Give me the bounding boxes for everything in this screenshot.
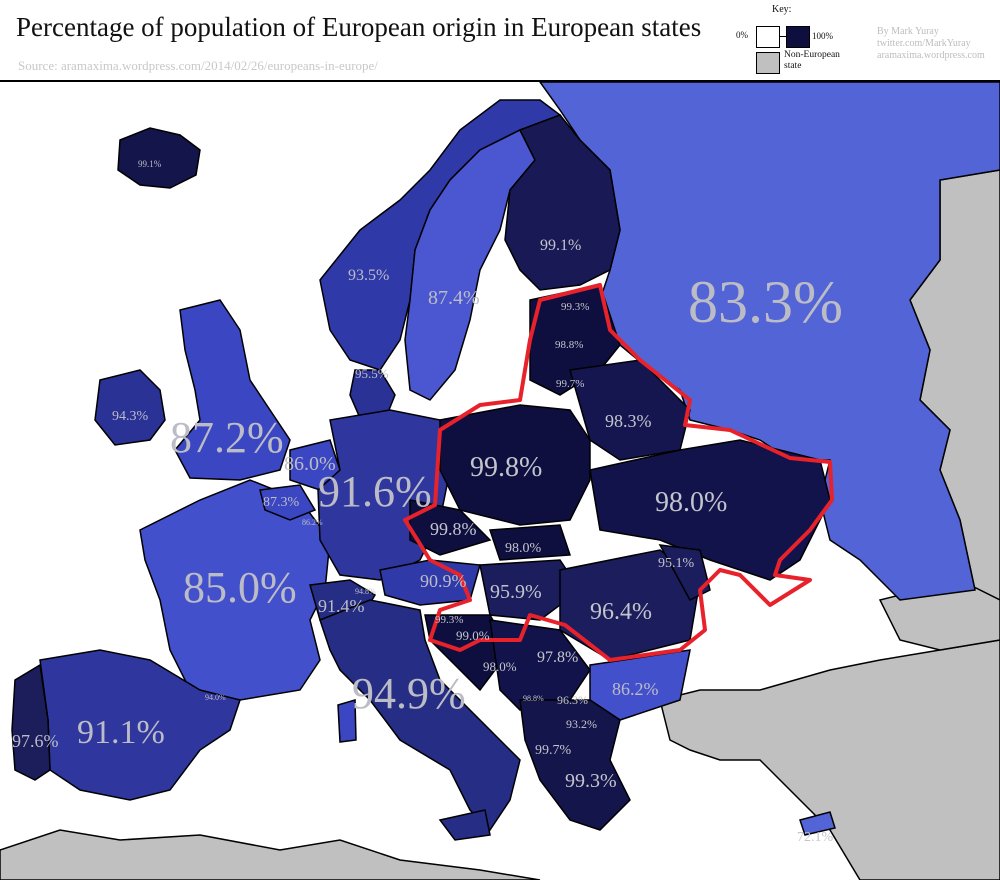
label-uk: 87.2%: [170, 413, 284, 462]
region-north-africa: [0, 829, 541, 880]
legend-min-label: 0%: [736, 30, 748, 40]
region-italy: [319, 599, 521, 832]
region-czechia: [409, 499, 492, 556]
map-canvas: [0, 82, 1000, 880]
label-iceland: 99.1%: [138, 159, 162, 169]
legend-max-label: 100%: [812, 31, 833, 41]
map-title: Percentage of population of European ori…: [16, 12, 702, 42]
label-italy: 94.9%: [352, 669, 466, 718]
legend-min-swatch: [756, 26, 780, 48]
credit-author: By Mark Yuray: [877, 26, 939, 37]
region-ukraine: [589, 439, 831, 581]
label-slovenia: 99.3%: [435, 614, 464, 626]
region-sweden: [404, 128, 536, 401]
label-latvia: 98.8%: [555, 339, 584, 351]
region-france: [139, 479, 331, 701]
label-luxembourg: 86.2%: [302, 518, 323, 527]
region-ireland: [94, 369, 166, 446]
label-moldova: 95.1%: [658, 556, 695, 571]
map-header: Percentage of population of European ori…: [0, 0, 1000, 82]
label-austria: 90.9%: [420, 571, 467, 591]
label-ukraine: 98.0%: [655, 487, 728, 518]
region-turkey: [659, 639, 1000, 880]
label-croatia: 99.0%: [456, 628, 490, 643]
label-belgium: 87.3%: [263, 495, 300, 510]
region-cyprus: [799, 811, 836, 836]
label-serbia: 97.8%: [537, 649, 579, 666]
label-greece: 99.3%: [565, 770, 617, 792]
label-germany: 91.6%: [318, 467, 432, 516]
label-finland: 99.1%: [540, 237, 582, 254]
region-iceland: [117, 127, 201, 189]
label-slovakia: 98.0%: [505, 541, 542, 556]
region-southern-balkans: [519, 699, 631, 831]
highlight-outline: [403, 283, 834, 662]
label-sweden: 87.4%: [428, 287, 480, 309]
label-denmark: 95.5%: [355, 366, 389, 381]
label-spain: 91.1%: [77, 714, 165, 751]
region-moldova: [658, 544, 711, 601]
legend-max-swatch: [786, 26, 810, 48]
legend-non-european-label: Non-European state: [784, 50, 840, 71]
label-bulgaria: 86.2%: [612, 679, 659, 699]
label-switzerland: 91.4%: [318, 596, 365, 616]
credit-website: aramaxima.wordpress.com: [877, 50, 985, 61]
europe-map: 99.1% 93.5% 87.4% 99.1% 83.3% 99.3% 98.8…: [0, 82, 1000, 880]
legend-gradient-line: [779, 36, 787, 37]
region-sardinia: [337, 699, 357, 743]
label-ireland: 94.3%: [112, 409, 149, 424]
label-poland: 99.8%: [470, 452, 543, 483]
label-belarus: 98.3%: [605, 411, 652, 431]
region-portugal: [11, 663, 51, 781]
legend: Key: 0% 100% Non-European state: [728, 2, 862, 78]
label-estonia: 99.3%: [561, 301, 590, 313]
label-andorra: 94.0%: [205, 693, 226, 702]
label-romania: 96.4%: [590, 599, 652, 625]
label-macedonia: 93.2%: [566, 717, 597, 731]
label-portugal: 97.6%: [12, 731, 59, 751]
label-czechia: 99.8%: [430, 519, 477, 539]
region-belgium: [259, 484, 317, 521]
label-hungary: 95.9%: [490, 581, 542, 603]
region-uk: [174, 299, 291, 481]
legend-non-european-swatch: [756, 52, 780, 74]
region-slovakia: [488, 524, 572, 561]
region-poland: [439, 404, 591, 526]
label-netherlands: 86.0%: [284, 453, 336, 475]
region-finland: [504, 114, 621, 291]
label-cyprus: 72.1%: [797, 830, 834, 845]
region-sicily: [438, 809, 491, 841]
label-albania: 99.7%: [535, 743, 572, 758]
label-kosovo: 96.3%: [557, 693, 588, 707]
label-france: 85.0%: [183, 563, 297, 612]
label-liechtenstein: 94.8%: [355, 587, 376, 596]
author-credit: By Mark Yuray twitter.com/MarkYuray aram…: [877, 26, 985, 62]
label-montenegro: 98.8%: [523, 694, 544, 703]
label-bosnia: 98.0%: [483, 659, 517, 674]
label-norway: 93.5%: [348, 267, 390, 284]
source-line: Source: aramaxima.wordpress.com/2014/02/…: [18, 58, 378, 73]
legend-title: Key:: [772, 4, 792, 15]
label-russia: 83.3%: [688, 269, 843, 335]
label-lithuania: 99.7%: [556, 378, 585, 390]
credit-twitter: twitter.com/MarkYuray: [877, 38, 971, 49]
